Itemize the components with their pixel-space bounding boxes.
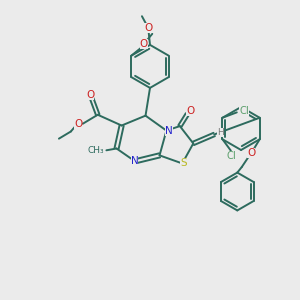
Text: CH₃: CH₃ (87, 146, 104, 155)
Text: O: O (186, 106, 194, 116)
Text: N: N (130, 156, 138, 166)
Text: H: H (218, 128, 224, 137)
Text: O: O (74, 119, 82, 129)
Text: O: O (144, 22, 153, 33)
Text: Cl: Cl (239, 106, 249, 116)
Text: O: O (247, 148, 256, 158)
Text: O: O (140, 39, 148, 49)
Text: N: N (165, 126, 173, 136)
Text: S: S (180, 158, 187, 168)
Text: O: O (86, 90, 94, 100)
Text: Cl: Cl (226, 151, 236, 161)
